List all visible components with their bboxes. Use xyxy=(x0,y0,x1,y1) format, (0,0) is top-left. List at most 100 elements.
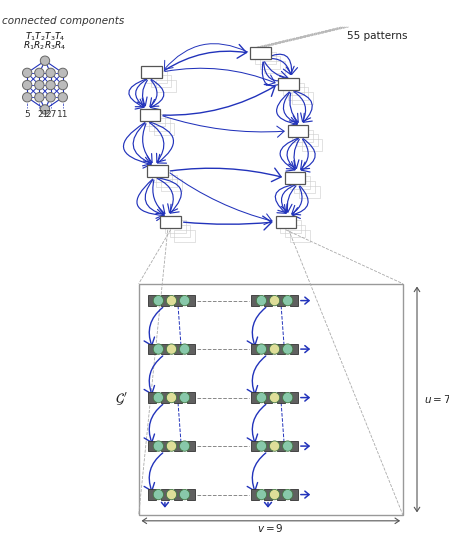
Circle shape xyxy=(153,295,163,306)
Circle shape xyxy=(166,295,176,306)
Bar xyxy=(292,92,313,104)
Text: 27: 27 xyxy=(45,110,56,119)
Bar xyxy=(251,295,259,306)
Bar xyxy=(161,441,169,451)
Bar xyxy=(276,216,296,228)
Bar xyxy=(170,225,190,237)
Text: $\mathcal{G}'$: $\mathcal{G}'$ xyxy=(115,391,128,408)
Circle shape xyxy=(166,441,176,451)
Circle shape xyxy=(282,344,293,354)
Circle shape xyxy=(269,489,280,500)
Circle shape xyxy=(269,295,280,306)
Bar xyxy=(290,230,310,242)
Bar xyxy=(187,441,195,451)
Circle shape xyxy=(166,489,176,500)
Circle shape xyxy=(22,68,32,78)
Bar xyxy=(187,344,195,354)
Bar xyxy=(291,392,298,403)
Circle shape xyxy=(180,295,190,306)
Bar xyxy=(251,489,259,500)
Bar xyxy=(174,295,182,306)
Circle shape xyxy=(22,93,32,102)
Bar xyxy=(288,125,308,137)
Circle shape xyxy=(269,344,280,354)
Bar xyxy=(277,441,285,451)
Bar xyxy=(174,230,195,242)
Bar xyxy=(161,295,169,306)
Text: 55 patterns: 55 patterns xyxy=(347,31,407,41)
Bar xyxy=(157,175,177,187)
Bar xyxy=(291,295,298,306)
Bar xyxy=(154,123,174,135)
Circle shape xyxy=(58,81,67,90)
Circle shape xyxy=(180,392,190,403)
Bar xyxy=(161,179,182,191)
Bar xyxy=(264,392,272,403)
Bar xyxy=(260,56,280,68)
Bar xyxy=(250,47,271,59)
Bar xyxy=(141,66,162,78)
Circle shape xyxy=(269,441,280,451)
Circle shape xyxy=(46,81,55,90)
Circle shape xyxy=(58,93,67,102)
Circle shape xyxy=(180,344,190,354)
Circle shape xyxy=(180,441,190,451)
Text: $R_1R_2R_3R_4$: $R_1R_2R_3R_4$ xyxy=(23,39,67,52)
Bar xyxy=(277,344,285,354)
Bar xyxy=(277,295,285,306)
Circle shape xyxy=(153,441,163,451)
Bar xyxy=(264,489,272,500)
Circle shape xyxy=(166,392,176,403)
Circle shape xyxy=(256,441,267,451)
Circle shape xyxy=(153,344,163,354)
Bar xyxy=(174,392,182,403)
Bar xyxy=(302,139,322,151)
Circle shape xyxy=(35,68,44,78)
Bar xyxy=(140,109,160,121)
Circle shape xyxy=(40,56,50,65)
Circle shape xyxy=(256,295,267,306)
Text: 11: 11 xyxy=(57,110,69,119)
Bar xyxy=(285,172,305,184)
Circle shape xyxy=(22,81,32,90)
Bar xyxy=(148,295,155,306)
Circle shape xyxy=(256,392,267,403)
Bar xyxy=(283,83,304,95)
Bar xyxy=(174,441,182,451)
Bar xyxy=(255,52,276,64)
Bar xyxy=(292,129,313,142)
Circle shape xyxy=(35,93,44,102)
Bar xyxy=(264,441,272,451)
Bar xyxy=(161,489,169,500)
Bar xyxy=(149,118,170,130)
Bar xyxy=(251,344,259,354)
Bar xyxy=(160,216,181,228)
Bar xyxy=(251,392,259,403)
Bar xyxy=(174,489,182,500)
Text: 21: 21 xyxy=(37,110,49,119)
Bar xyxy=(144,113,165,126)
Bar xyxy=(148,441,155,451)
Bar xyxy=(187,295,195,306)
Bar xyxy=(187,489,195,500)
Bar xyxy=(148,392,155,403)
Bar xyxy=(139,284,403,515)
Circle shape xyxy=(153,392,163,403)
Circle shape xyxy=(166,344,176,354)
Bar xyxy=(291,489,298,500)
Text: $T_1T_2T_3T_4$: $T_1T_2T_3T_4$ xyxy=(25,31,65,43)
Bar xyxy=(147,165,168,178)
Bar xyxy=(290,176,310,189)
Circle shape xyxy=(46,93,55,102)
Circle shape xyxy=(46,68,55,78)
Bar xyxy=(264,344,272,354)
Circle shape xyxy=(282,489,293,500)
Bar xyxy=(285,225,305,237)
Circle shape xyxy=(282,392,293,403)
Bar xyxy=(161,344,169,354)
Bar xyxy=(161,392,169,403)
Circle shape xyxy=(282,295,293,306)
Bar xyxy=(291,441,298,451)
Circle shape xyxy=(256,489,267,500)
Bar xyxy=(187,392,195,403)
